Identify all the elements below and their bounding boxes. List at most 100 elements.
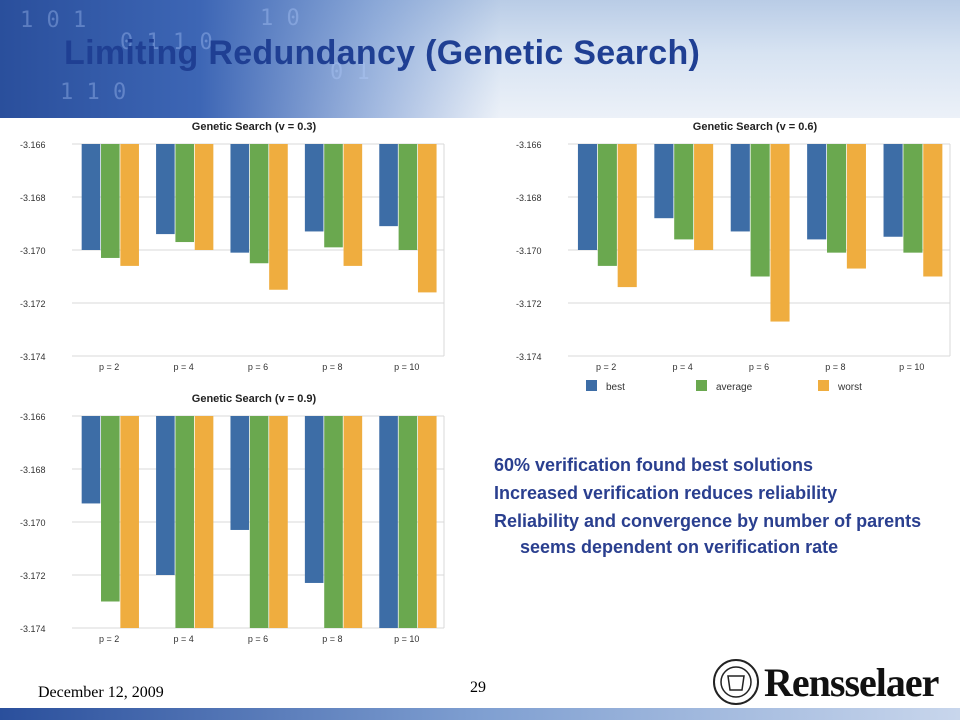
bar-worst bbox=[617, 144, 637, 288]
footer-date: December 12, 2009 bbox=[38, 684, 164, 701]
bar-average bbox=[750, 144, 770, 277]
bar-best bbox=[807, 144, 827, 240]
bar-worst bbox=[194, 416, 214, 628]
rensselaer-logo: Rensselaer bbox=[712, 656, 956, 706]
bullet-list: 60% verification found best solutions In… bbox=[494, 452, 954, 562]
bar-best bbox=[156, 144, 175, 235]
y-tick-label: -3.170 bbox=[20, 518, 46, 528]
bar-worst bbox=[417, 144, 437, 293]
bar-best bbox=[883, 144, 903, 237]
y-tick-label: -3.174 bbox=[516, 352, 542, 362]
legend-swatch-best bbox=[586, 380, 597, 391]
x-tick-label: p = 6 bbox=[749, 362, 769, 372]
chart-title: Genetic Search (v = 0.9) bbox=[192, 393, 317, 405]
x-tick-label: p = 2 bbox=[596, 362, 616, 372]
bar-best bbox=[379, 416, 398, 628]
chart-v03: Genetic Search (v = 0.3) -3.166 -3.168 -3.1… bbox=[20, 121, 445, 372]
legend-label-worst: worst bbox=[837, 382, 862, 393]
x-tick-label: p = 2 bbox=[99, 362, 119, 372]
bar-average bbox=[903, 144, 923, 253]
bar-best bbox=[730, 144, 750, 232]
bar-worst bbox=[269, 144, 288, 290]
bar-best bbox=[654, 144, 674, 219]
bar-average bbox=[175, 144, 195, 243]
bar-worst bbox=[120, 416, 139, 628]
slide-header: 1 0 1 0 1 1 0 1 0 0 1 1 1 0 Limiting Red… bbox=[0, 0, 960, 118]
bar-best bbox=[81, 416, 101, 504]
chart-title: Genetic Search (v = 0.6) bbox=[693, 121, 818, 133]
bar-worst bbox=[923, 144, 943, 277]
x-tick-label: p = 8 bbox=[825, 362, 845, 372]
bullet-item: Reliability and convergence by number of… bbox=[494, 511, 922, 557]
bar-average bbox=[674, 144, 694, 240]
x-tick-label: p = 10 bbox=[899, 362, 924, 372]
x-tick-label: p = 2 bbox=[99, 634, 119, 644]
bar-worst bbox=[343, 416, 363, 628]
y-tick-label: -3.172 bbox=[20, 571, 46, 581]
bar-average bbox=[398, 144, 418, 250]
y-tick-label: -3.166 bbox=[20, 412, 46, 422]
bar-best bbox=[379, 144, 398, 227]
x-tick-label: p = 10 bbox=[394, 362, 419, 372]
bar-average bbox=[324, 416, 343, 628]
y-tick-label: -3.166 bbox=[516, 140, 542, 150]
bar-average bbox=[826, 144, 847, 253]
x-tick-label: p = 4 bbox=[173, 634, 193, 644]
bar-average bbox=[101, 416, 120, 602]
x-tick-label: p = 8 bbox=[322, 634, 342, 644]
bar-average bbox=[324, 144, 343, 248]
header-background-art: 1 0 1 0 1 1 0 1 0 0 1 1 1 0 bbox=[0, 0, 500, 118]
y-tick-label: -3.174 bbox=[20, 624, 46, 634]
bar-best bbox=[81, 144, 101, 250]
footer-bar bbox=[0, 708, 960, 720]
bar-best bbox=[304, 416, 324, 583]
x-tick-label: p = 8 bbox=[322, 362, 342, 372]
bar-best bbox=[577, 144, 598, 250]
bar-best bbox=[230, 416, 250, 530]
x-tick-label: p = 4 bbox=[672, 362, 692, 372]
x-tick-label: p = 6 bbox=[248, 362, 268, 372]
bar-average bbox=[249, 416, 269, 628]
legend-swatch-worst bbox=[818, 380, 829, 391]
y-tick-label: -3.168 bbox=[20, 465, 46, 475]
bar-average bbox=[249, 144, 269, 264]
chart-title: Genetic Search (v = 0.3) bbox=[192, 121, 317, 133]
bar-worst bbox=[194, 144, 214, 250]
bar-best bbox=[304, 144, 324, 232]
bar-worst bbox=[770, 144, 790, 322]
y-tick-label: -3.170 bbox=[516, 246, 542, 256]
x-tick-label: p = 4 bbox=[173, 362, 193, 372]
bar-worst bbox=[343, 144, 363, 266]
y-tick-label: -3.166 bbox=[20, 140, 46, 150]
bar-average bbox=[398, 416, 418, 628]
y-tick-label: -3.168 bbox=[516, 193, 542, 203]
legend-swatch-average bbox=[696, 380, 707, 391]
chart-v09: Genetic Search (v = 0.9) -3.166 -3.168 -3.1… bbox=[20, 393, 445, 644]
bullet-item: 60% verification found best solutions bbox=[494, 455, 814, 475]
bar-average bbox=[175, 416, 195, 628]
bar-worst bbox=[120, 144, 139, 266]
chart-v06: Genetic Search (v = 0.6) -3.166 -3.168 -3.1… bbox=[516, 121, 951, 393]
bar-average bbox=[101, 144, 120, 258]
legend-label-average: average bbox=[716, 382, 753, 393]
y-tick-label: -3.170 bbox=[20, 246, 46, 256]
bullet-item: Increased verification reduces reliabili… bbox=[494, 483, 838, 503]
y-tick-label: -3.168 bbox=[20, 193, 46, 203]
page-number: 29 bbox=[470, 679, 486, 696]
bar-best bbox=[230, 144, 250, 253]
slide-title: Limiting Redundancy (Genetic Search) bbox=[64, 34, 701, 72]
y-tick-label: -3.174 bbox=[20, 352, 46, 362]
bar-worst bbox=[846, 144, 866, 269]
y-tick-label: -3.172 bbox=[516, 299, 542, 309]
legend-label-best: best bbox=[606, 382, 625, 393]
logo-text: Rensselaer bbox=[764, 660, 939, 705]
bar-worst bbox=[417, 416, 437, 628]
y-tick-label: -3.172 bbox=[20, 299, 46, 309]
seal-icon bbox=[713, 659, 759, 705]
bar-average bbox=[597, 144, 617, 266]
x-tick-label: p = 10 bbox=[394, 634, 419, 644]
x-tick-label: p = 6 bbox=[248, 634, 268, 644]
bar-worst bbox=[269, 416, 288, 628]
bar-best bbox=[156, 416, 175, 575]
bar-worst bbox=[694, 144, 714, 250]
